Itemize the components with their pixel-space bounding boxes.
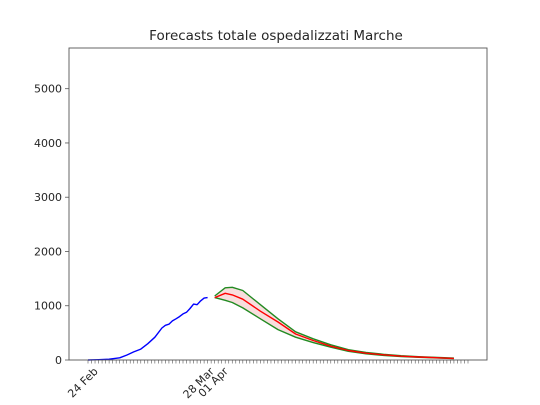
y-tick-label: 2000 [34,245,62,258]
y-tick-label: 4000 [34,137,62,150]
forecast-line [214,292,454,360]
x-tick-label: 24 Feb [65,365,100,400]
y-tick-label: 5000 [34,83,62,96]
forecast-band [214,287,454,359]
plot-area [68,47,488,361]
y-tick-label: 3000 [34,191,62,204]
series-layer [87,286,454,361]
chart-title: Forecasts totale ospedalizzati Marche [149,28,403,44]
y-tick-label: 0 [55,354,62,367]
observed-line [87,296,208,361]
plot-frame [68,47,488,361]
y-axis: 0 1000 2000 3000 4000 5000 [34,83,69,367]
y-tick-label: 1000 [34,300,62,313]
